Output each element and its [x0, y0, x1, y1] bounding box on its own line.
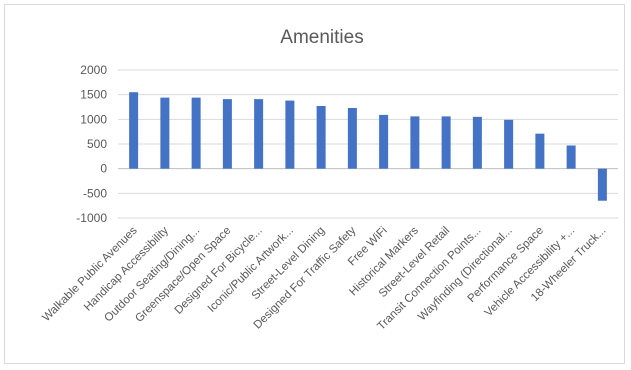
- bars: [129, 92, 607, 201]
- bar: [379, 114, 389, 169]
- y-tick-label: 0: [100, 162, 107, 176]
- bar: [472, 116, 482, 169]
- bar: [191, 97, 201, 169]
- bar: [160, 97, 170, 169]
- bar: [566, 145, 576, 169]
- y-tick-label: -500: [83, 186, 107, 200]
- gridlines: [118, 69, 618, 219]
- bar: [597, 168, 607, 201]
- chart-frame: [4, 4, 625, 364]
- bar: [504, 119, 514, 169]
- bar: [410, 116, 420, 169]
- y-tick-label: 2000: [80, 63, 107, 77]
- bar: [347, 107, 357, 169]
- bar: [129, 92, 139, 169]
- chart-title: Amenities: [280, 27, 363, 48]
- bar: [535, 133, 545, 169]
- y-tick-label: -1000: [76, 211, 107, 225]
- bar: [222, 99, 232, 169]
- y-tick-label: 500: [87, 137, 107, 151]
- bar: [254, 99, 264, 169]
- bar: [316, 106, 326, 169]
- bar: [285, 100, 295, 169]
- y-tick-label: 1500: [80, 88, 107, 102]
- y-tick-label: 1000: [80, 112, 107, 126]
- bar: [441, 116, 451, 169]
- y-axis-ticks: 2000 1500 1000 500 0 -500 -1000: [76, 63, 107, 225]
